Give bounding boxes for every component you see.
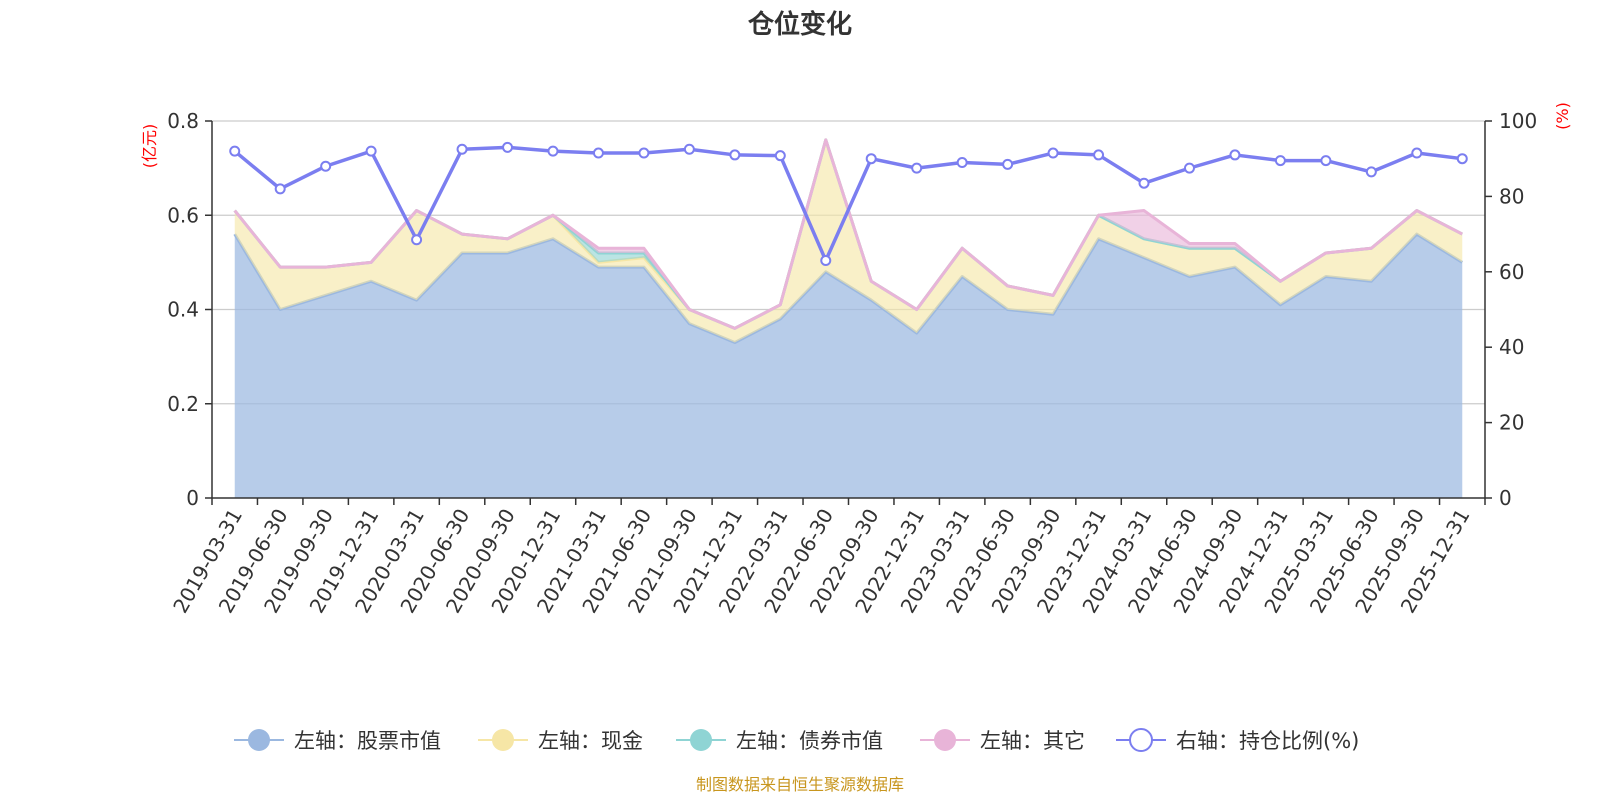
left-axis-unit: (亿元) [140,124,159,169]
right-tick-label: 80 [1499,184,1524,208]
ratio-point [1093,149,1105,161]
chart-title: 仓位变化 [747,9,852,40]
ratio-point [1456,153,1468,165]
legend-label: 右轴：持仓比例(%) [1176,729,1359,753]
ratio-point [1411,147,1423,159]
footer-source: 制图数据来自恒生聚源数据库 [696,775,904,794]
ratio-point [865,153,877,165]
ratio-point [502,141,514,153]
area-2 [234,139,1463,343]
legend-item-4: 左轴：其它 [920,729,1085,753]
ratio-point [547,145,559,157]
ratio-point [1047,147,1059,159]
legend-item-3: 左轴：债券市值 [676,729,883,753]
legend-marker [934,729,956,751]
legend: 左轴：股票市值 左轴：现金 左轴：债券市值 左轴：其它 右轴：持仓比例(%) [234,728,1359,753]
ratio-point [365,145,377,157]
left-tick-label: 0.8 [167,109,199,133]
right-tick-label: 100 [1499,109,1537,133]
left-tick-label: 0.6 [167,203,199,227]
ratio-point [320,160,332,172]
legend-marker [248,729,270,751]
ratio-point [820,254,832,266]
legend-label: 左轴：现金 [538,729,643,753]
legend-item-1: 左轴：股票市值 [234,729,441,753]
legend-marker [492,729,514,751]
right-tick-label: 40 [1499,335,1524,359]
ratio-point [1002,158,1014,170]
legend-label: 左轴：债券市值 [736,729,883,753]
right-tick-label: 0 [1499,486,1512,510]
left-tick-label: 0.4 [167,298,199,322]
left-tick-label: 0.2 [167,392,199,416]
ratio-point [1183,162,1195,174]
legend-marker [690,729,712,751]
ratio-point [274,183,286,195]
stacked-areas [233,138,1464,498]
ratio-point [683,143,695,155]
ratio-line [233,145,1463,263]
ratio-point [1229,149,1241,161]
legend-item-5: 右轴：持仓比例(%) [1116,728,1359,753]
ratio-point [1320,155,1332,167]
left-tick-label: 0 [186,486,199,510]
legend-marker [1129,728,1153,752]
ratio-point [1365,166,1377,178]
right-tick-label: 20 [1499,411,1524,435]
series-lines [229,141,1468,266]
ratio-point [456,143,468,155]
ratio-point [1138,177,1150,189]
ratio-point [1274,155,1286,167]
ratio-point [911,162,923,174]
legend-label: 左轴：股票市值 [294,729,441,753]
ratio-point [729,149,741,161]
legend-item-2: 左轴：现金 [478,729,643,753]
ratio-point [411,234,423,246]
ratio-point [638,147,650,159]
right-axis-unit: (%) [1553,102,1572,130]
ratio-point [774,150,786,162]
ratio-point [229,145,241,157]
area-1 [234,234,1463,498]
ratio-point [592,147,604,159]
legend-label: 左轴：其它 [980,729,1085,753]
ratio-point [956,156,968,168]
right-tick-label: 60 [1499,260,1524,284]
